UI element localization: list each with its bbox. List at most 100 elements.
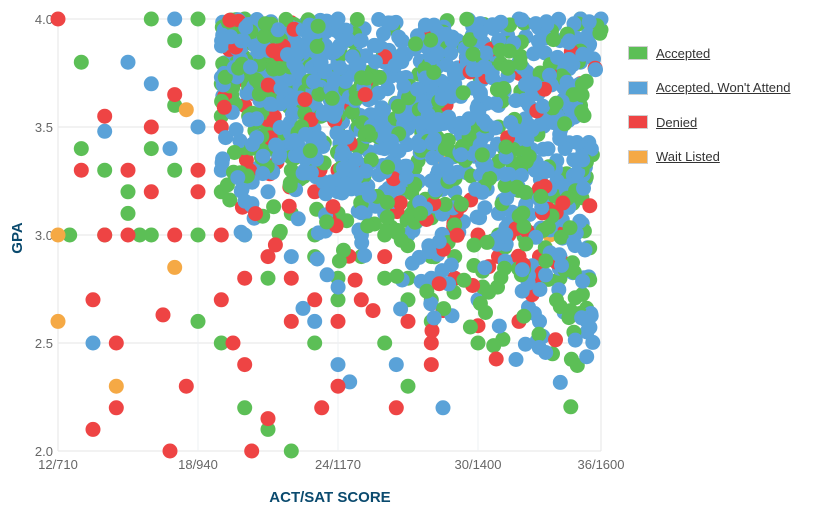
legend-label-denied[interactable]: Denied xyxy=(656,114,698,130)
data-point xyxy=(436,301,452,317)
data-point xyxy=(497,260,512,276)
data-point xyxy=(453,196,469,212)
data-point xyxy=(535,141,551,157)
data-point xyxy=(216,99,232,115)
data-point xyxy=(582,198,598,214)
data-point xyxy=(97,108,113,124)
data-point xyxy=(404,255,420,271)
legend-label-accepted-wont-attend[interactable]: Accepted, Won't Attend xyxy=(656,80,791,96)
legend-label-wait-listed[interactable]: Wait Listed xyxy=(656,149,720,165)
data-point xyxy=(531,326,547,342)
data-point xyxy=(472,296,488,311)
data-point xyxy=(342,374,358,390)
data-point xyxy=(417,99,433,115)
data-point xyxy=(443,257,459,273)
data-point xyxy=(474,184,490,200)
data-point xyxy=(377,335,393,351)
data-point xyxy=(400,378,416,394)
data-point xyxy=(385,140,401,155)
data-point xyxy=(120,184,136,200)
x-axis-labels: 12/710 18/940 24/1170 30/1400 36/1600 xyxy=(38,457,624,472)
data-point xyxy=(167,11,183,27)
legend-item-accepted-wont-attend[interactable]: Accepted, Won't Attend xyxy=(628,71,791,106)
data-point xyxy=(226,145,242,160)
data-point xyxy=(315,139,331,154)
data-point xyxy=(517,184,533,200)
data-point xyxy=(213,227,229,243)
data-point xyxy=(538,14,554,30)
data-point xyxy=(363,152,379,168)
data-point xyxy=(302,143,318,159)
data-point xyxy=(449,227,465,243)
data-point xyxy=(514,12,530,28)
data-point xyxy=(282,94,298,110)
data-point xyxy=(290,211,306,227)
data-point xyxy=(465,46,481,62)
data-point xyxy=(120,162,136,178)
data-point xyxy=(431,234,447,249)
y-tick-3.5: 3.5 xyxy=(35,120,53,135)
data-point xyxy=(575,273,591,289)
data-point xyxy=(538,267,554,283)
data-point xyxy=(360,124,376,140)
data-point xyxy=(453,147,469,163)
data-point xyxy=(213,335,229,351)
data-point xyxy=(260,77,276,93)
legend-swatch-wait-listed xyxy=(628,149,648,164)
data-point xyxy=(281,198,297,214)
data-point xyxy=(581,14,597,30)
legend-item-wait-listed[interactable]: Wait Listed xyxy=(628,140,791,175)
data-point xyxy=(574,87,590,103)
data-point xyxy=(167,87,183,103)
data-point xyxy=(459,11,475,27)
data-point xyxy=(511,208,527,224)
data-point xyxy=(408,36,424,52)
data-point xyxy=(340,31,356,47)
data-point xyxy=(365,303,381,319)
data-point xyxy=(490,279,505,295)
data-point xyxy=(398,169,414,185)
data-point xyxy=(358,163,374,179)
data-point xyxy=(426,131,442,147)
data-point xyxy=(249,111,265,127)
data-point xyxy=(413,205,429,221)
data-point xyxy=(213,292,229,308)
legend-label-accepted[interactable]: Accepted xyxy=(656,45,711,61)
data-point xyxy=(550,49,565,65)
data-point xyxy=(466,237,482,253)
legend-item-denied[interactable]: Denied xyxy=(628,105,791,140)
data-point xyxy=(353,292,369,308)
data-point xyxy=(423,357,439,373)
data-point xyxy=(552,374,568,390)
data-point xyxy=(562,220,578,236)
data-point xyxy=(388,357,404,373)
legend-swatch-accepted-wont-attend xyxy=(628,80,648,95)
data-point xyxy=(301,165,317,181)
data-point xyxy=(330,313,346,329)
data-point xyxy=(266,199,282,215)
data-point xyxy=(330,279,346,295)
data-point xyxy=(143,141,159,157)
x-tick-30: 30/1400 xyxy=(455,457,502,472)
data-point xyxy=(474,147,490,163)
data-point xyxy=(344,49,360,65)
data-point xyxy=(508,352,524,367)
data-point xyxy=(85,335,101,351)
data-point xyxy=(307,313,323,329)
legend-item-accepted[interactable]: Accepted xyxy=(628,36,791,71)
data-point xyxy=(431,276,447,292)
data-point xyxy=(551,11,567,27)
data-point xyxy=(108,400,124,416)
data-point xyxy=(381,15,396,31)
data-point xyxy=(249,130,265,146)
data-point xyxy=(219,177,235,193)
data-point xyxy=(217,69,233,85)
data-point xyxy=(50,313,66,329)
data-point xyxy=(367,54,383,70)
data-point xyxy=(426,310,442,326)
data-point xyxy=(310,225,326,241)
data-point xyxy=(352,33,368,49)
data-point xyxy=(554,257,569,273)
data-point xyxy=(309,38,325,54)
